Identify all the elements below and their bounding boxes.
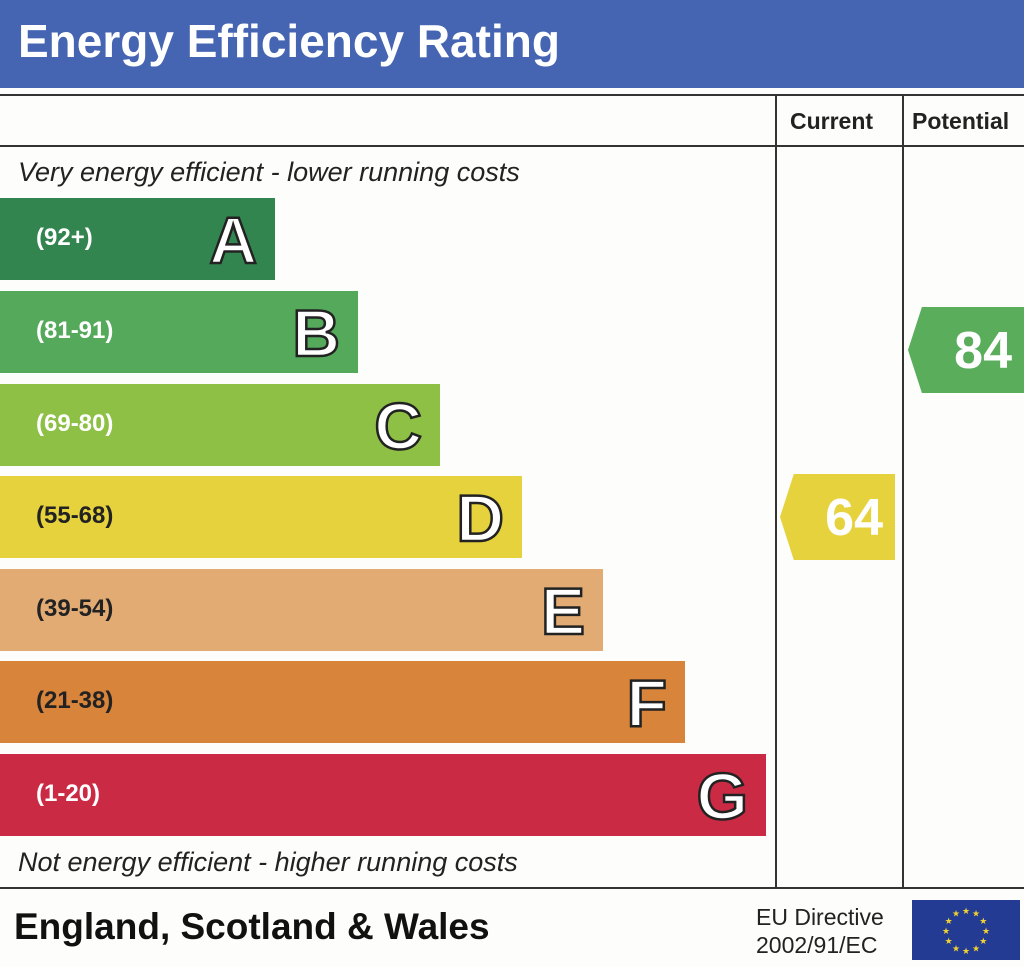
potential-rating-value: 84 [954,322,1012,380]
current-column-header: Current [790,108,874,134]
band-e: (39-54) E [0,569,603,651]
band-d: (55-68) D [0,476,522,558]
band-a: (92+) A [0,198,275,280]
band-f: (21-38) F [0,661,685,743]
band-letter: G [695,758,749,835]
divider [902,95,904,888]
band-range: (1-20) [36,780,101,807]
chart-title: Energy Efficiency Rating [18,15,560,67]
star-icon: ★ [942,926,950,936]
band-range: (81-91) [36,317,114,344]
star-icon: ★ [979,936,987,946]
star-icon: ★ [945,936,953,946]
band-range: (39-54) [36,595,114,622]
star-icon: ★ [962,946,970,956]
star-icon: ★ [952,909,960,919]
star-icon: ★ [962,906,970,916]
band-range: (21-38) [36,687,114,714]
potential-column-header: Potential [912,108,1010,134]
eu-directive: EU Directive 2002/91/EC [756,903,884,959]
band-letter: E [540,573,587,650]
eu-flag-icon: ★ ★ ★ ★ ★ ★ ★ ★ ★ ★ ★ ★ [912,900,1020,960]
current-rating-arrow: 64 [780,474,895,560]
divider [0,94,1024,96]
potential-rating-arrow: 84 [908,307,1024,393]
band-letter: F [625,665,668,742]
band-letter: D [455,480,505,557]
band-g: (1-20) G [0,754,766,836]
directive-line2: 2002/91/EC [756,932,878,958]
star-icon: ★ [972,943,980,953]
band-b: (81-91) B [0,291,358,373]
star-icon: ★ [945,916,953,926]
band-letter: C [373,388,423,465]
star-icon: ★ [979,916,987,926]
band-range: (55-68) [36,502,114,529]
divider [0,145,1024,147]
footer-country: England, Scotland & Wales [14,906,490,947]
title-bar: Energy Efficiency Rating [0,0,1024,88]
top-note: Very energy efficient - lower running co… [18,157,520,187]
divider [775,95,777,888]
band-letter: A [208,202,258,279]
star-icon: ★ [972,909,980,919]
band-letter: B [291,295,341,372]
directive-line1: EU Directive [756,904,884,930]
bottom-note: Not energy efficient - higher running co… [18,847,518,877]
band-range: (69-80) [36,410,114,437]
band-range: (92+) [36,224,93,251]
current-rating-value: 64 [825,489,883,547]
divider [0,887,1024,889]
band-c: (69-80) C [0,384,440,466]
star-icon: ★ [952,943,960,953]
star-icon: ★ [982,926,990,936]
